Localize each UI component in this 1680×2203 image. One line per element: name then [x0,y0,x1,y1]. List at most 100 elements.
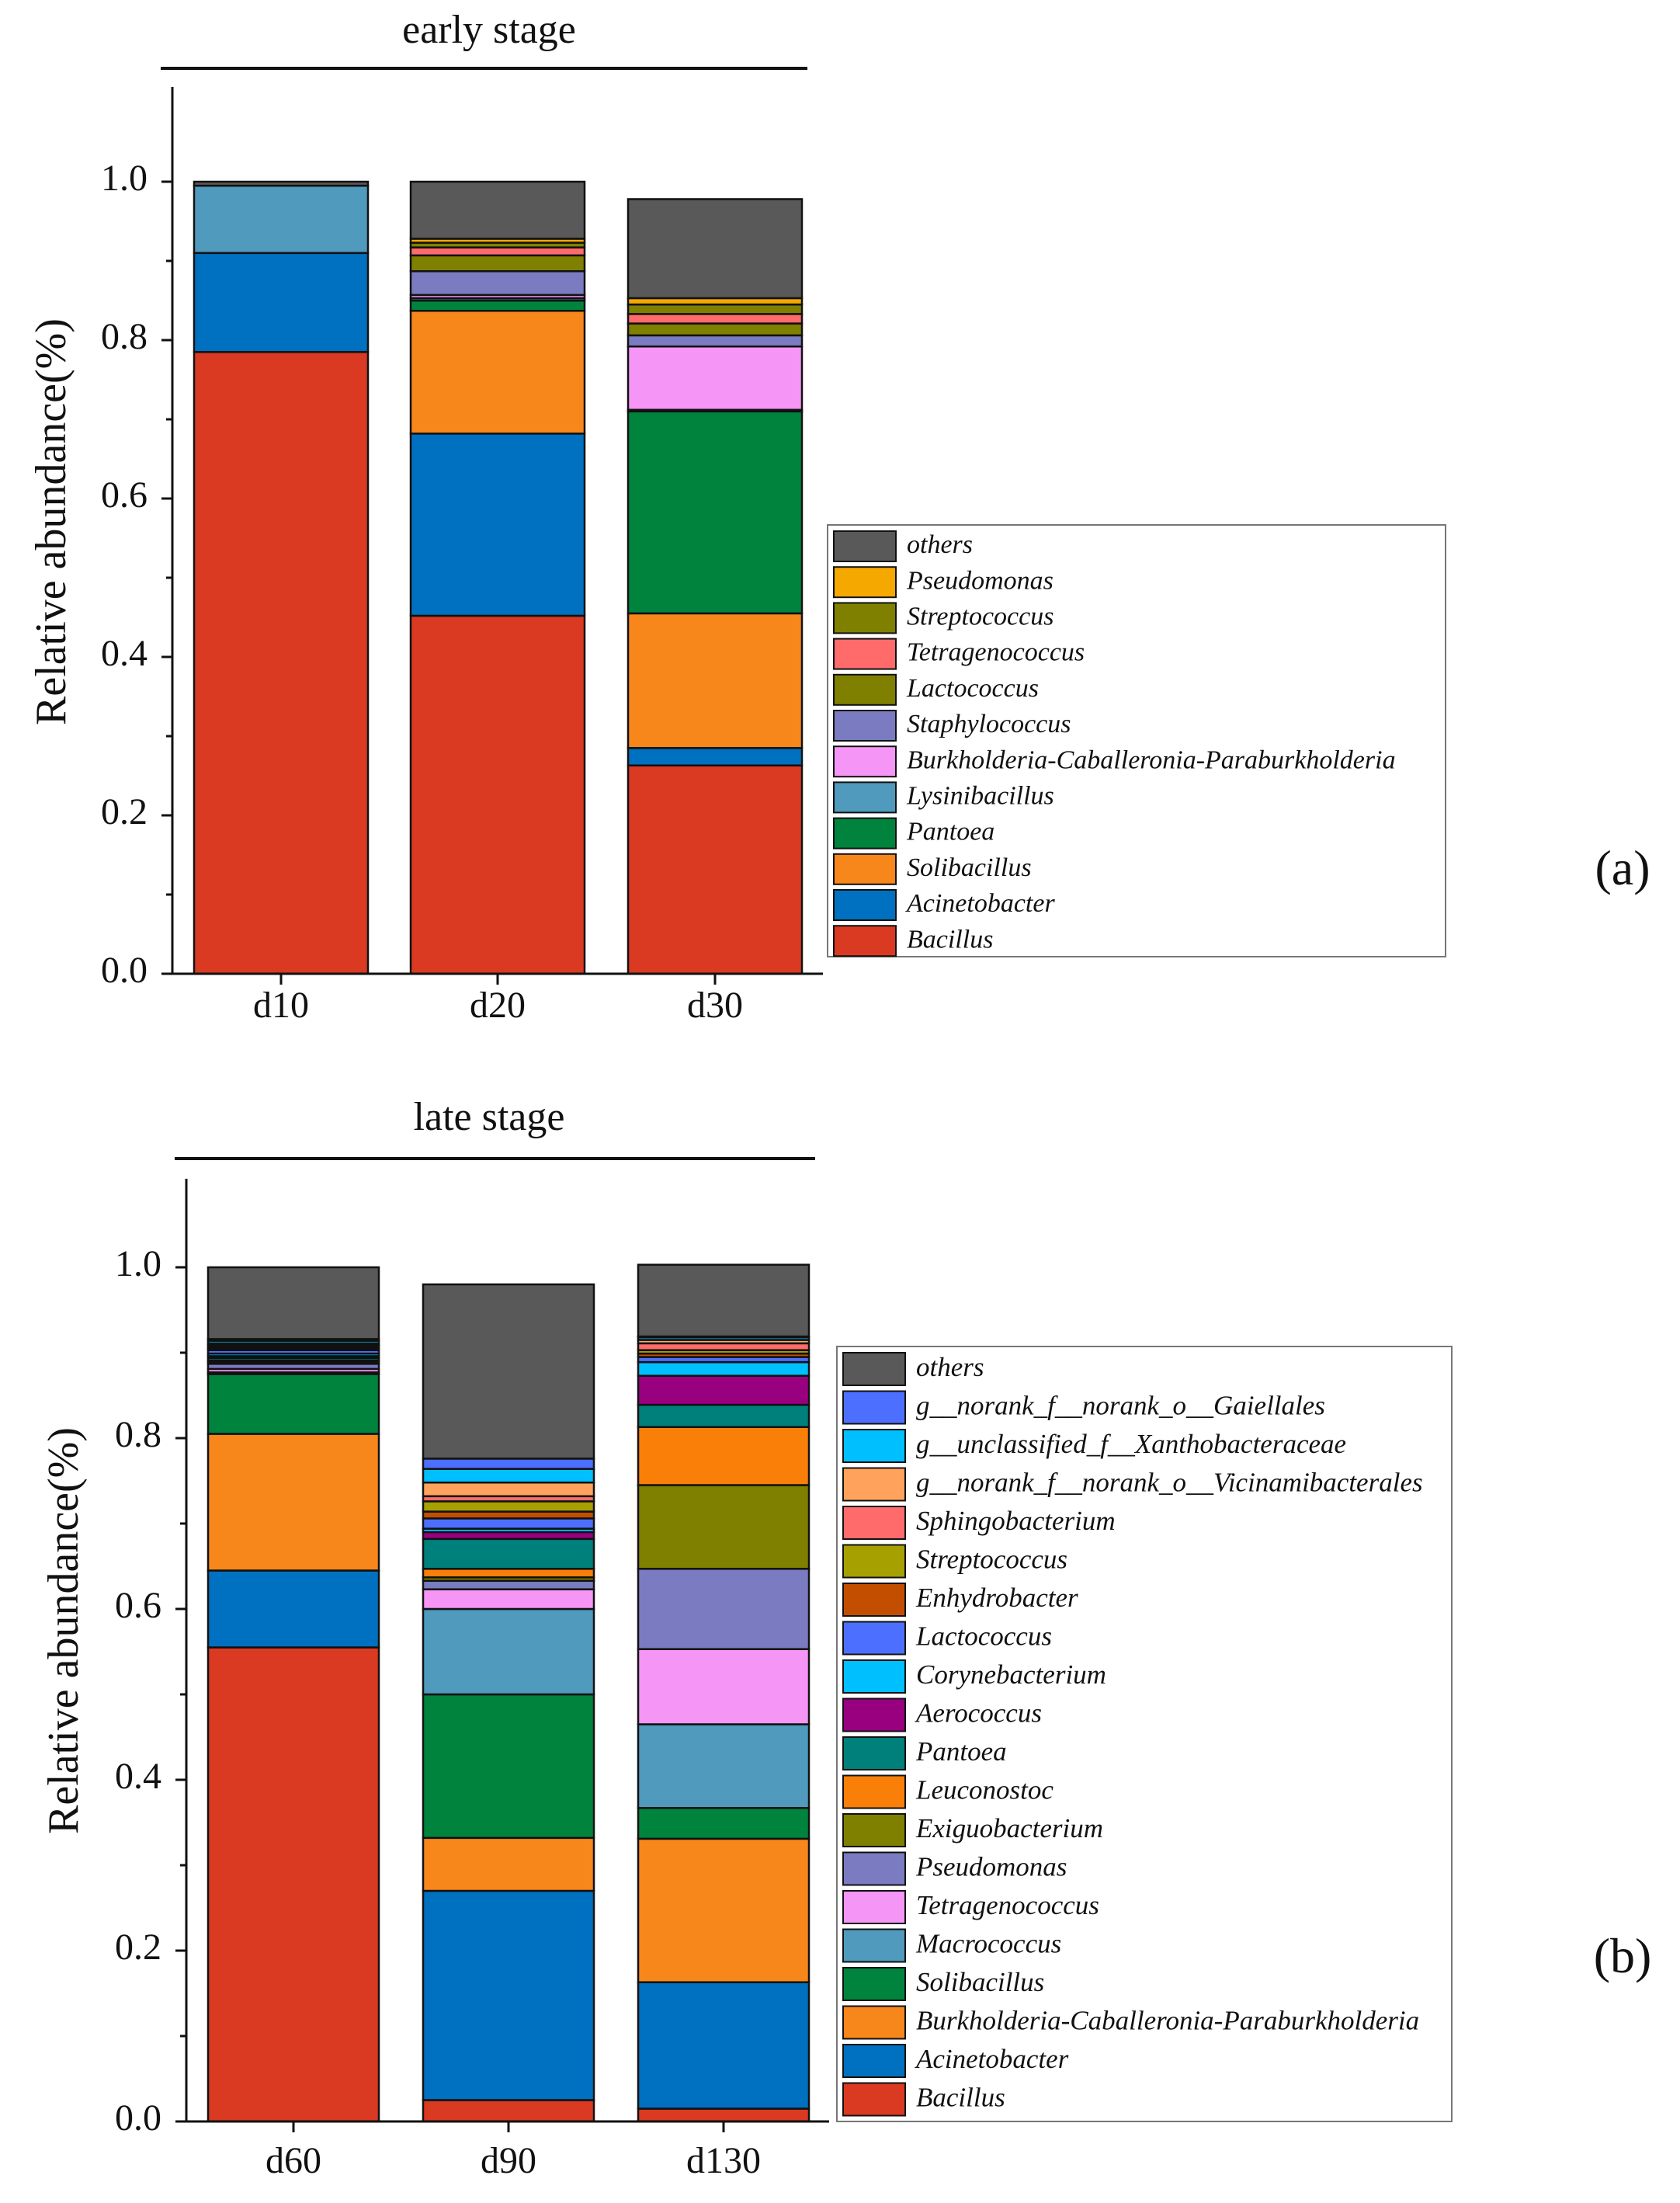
y-tick-label: 0.2 [101,791,148,832]
legend-label-bacillus: Bacillus [907,925,993,954]
bar-segment-d20-staphylococcus [409,270,586,297]
legend-label-lysinibacillus: Lysinibacillus [906,782,1054,811]
legend-swatch-tetragenococcus [842,1890,906,1924]
bar-segment-d90-streptococcus [422,1500,595,1513]
bar-segment-d130-sphingobacterium [637,1342,810,1351]
bar-segment-d130-aerococcus [637,1374,810,1406]
bar-segment-d30-tetragenococcus [627,313,804,325]
bars-late [207,1263,810,2123]
y-tick-label: 0.4 [115,1756,161,1797]
legend-label-g-norank-f-norank-o-gaiellales: g__norank_f__norank_o__Gaiellales [916,1391,1325,1421]
legend-swatch-others [842,1352,906,1386]
bar-segment-d30-acinetobacter [627,747,804,766]
legend-label-tetragenococcus: Tetragenococcus [907,638,1085,667]
bar-segment-d90-pantoea [422,1538,595,1570]
y-tick-label: 0.4 [101,633,148,674]
stage-title-late: late stage [414,1095,565,1139]
panel-label-b: (b) [1594,1928,1652,1983]
legend-swatch-solibacillus [833,853,897,885]
bar-segment-d30-solibacillus [627,612,804,749]
legend-swatch-burkholderia-caballeronia-paraburkholderia [842,2005,906,2040]
legend-label-exiguobacterium: Exiguobacterium [915,1813,1103,1843]
y-tick-label: 0.6 [101,474,148,516]
bar-segment-d130-corynebacterium [637,1360,810,1377]
bar-segment-d130-solibacillus [637,1807,810,1840]
legend-swatch-pseudomonas [833,566,897,599]
bar-segment-d30-staphylococcus [627,334,804,348]
bar-segment-d20-pantoea [409,299,586,312]
y-tick-label: 0.6 [115,1585,161,1626]
y-axis-label-early: Relative abundance(%) [27,318,75,725]
bar-segment-d30-pantoea [627,410,804,615]
bar-segment-d130-pseudomonas [637,1568,810,1650]
legend-label-others: others [916,1352,984,1382]
bar-segment-d130-bacillus [637,2107,810,2123]
legend-swatch-leuconostoc [842,1774,906,1809]
legend-label-pantoea: Pantoea [906,818,994,846]
legend-swatch-g-norank-f-norank-o-vicinamibacterales [842,1467,906,1502]
bar-segment-d30-streptococcus [627,303,804,315]
y-tick-label: 1.0 [101,158,148,199]
bar-segment-d90-leuconostoc [422,1568,595,1579]
legend-label-aerococcus: Aerococcus [915,1698,1042,1729]
bar-segment-d90-bacillus [422,2099,595,2123]
legend-swatch-bacillus [833,925,897,957]
legend-label-solibacillus: Solibacillus [916,1967,1044,1997]
legend-label-streptococcus: Streptococcus [907,603,1053,631]
legend-early: others Pseudomonas Streptococcus Tetragenoc… [827,524,1446,957]
legend-box [836,1346,1453,2122]
legend-swatch-streptococcus [842,1544,906,1579]
bar-segment-d90-g-unclassified-f-xanthobacteraceae [422,1468,595,1484]
bar-segment-d90-pseudomonas [422,1579,595,1590]
legend-swatch-staphylococcus [833,710,897,742]
legend-swatch-lactococcus [833,673,897,706]
bar-segment-d20-lactococcus [409,254,586,273]
panel-label-a: (a) [1595,840,1650,895]
legend-label-tetragenococcus: Tetragenococcus [916,1890,1099,1920]
y-ticks-early: 0.0 0.2 0.4 0.6 0.8 1.0 [101,158,148,991]
bar-segment-d90-g-norank-f-norank-o-gaiellales [422,1458,595,1470]
bar-segment-d10-acinetobacter [193,252,370,353]
x-tick-labels-late: d60 d90 d130 [266,2140,761,2181]
legend-label-lactococcus: Lactococcus [915,1621,1052,1652]
y-axis-label-late: Relative abundance(%) [40,1427,88,1834]
bar-segment-d90-acinetobacter [422,1889,595,2101]
legend-label-g-norank-f-norank-o-vicinamibacterales: g__norank_f__norank_o__Vicinamibacterale… [916,1468,1423,1498]
bar-segment-d130-tetragenococcus [637,1648,810,1725]
bar-segment-d90-enhydrobacter [422,1510,595,1520]
x-tick-labels-early: d10 d20 d30 [253,985,743,1026]
bar-segment-d90-others [422,1283,595,1460]
legend-swatch-pantoea [842,1736,906,1770]
bar-segment-d130-exiguobacterium [637,1484,810,1570]
bar-segment-d20-tetragenococcus [409,246,586,257]
legend-label-burkholderia-caballeronia-paraburkholderia: Burkholderia-Caballeronia-Paraburkholder… [916,2006,1419,2036]
bar-segment-d130-pantoea [637,1403,810,1428]
y-tick-label: 0.2 [115,1927,161,1968]
legend-swatch-pseudomonas [842,1851,906,1886]
bar-segment-d130-burkholderia-caballeronia-paraburkholderia [637,1837,810,1983]
axes-early [161,87,823,985]
bar-segment-d90-burkholderia-caballeronia-paraburkholderia [422,1836,595,1892]
bar-segment-d20-acinetobacter [409,433,586,617]
bar-segment-d130-macrococcus [637,1723,810,1809]
legend-box [827,524,1446,957]
legend-label-solibacillus: Solibacillus [907,853,1032,882]
legend-label-streptococcus: Streptococcus [916,1545,1067,1575]
legend-swatch-g-norank-f-norank-o-gaiellales [842,1390,906,1425]
legend-label-acinetobacter: Acinetobacter [905,889,1055,918]
legend-swatch-solibacillus [842,1967,906,2001]
legend-late: others g__norank_f__norank_o__Gaiellalesg… [836,1346,1453,2122]
bar-segment-d30-burkholderia-caballeronia-paraburkholderia [627,345,804,412]
legend-label-pseudomonas: Pseudomonas [906,566,1053,595]
legend-label-leuconostoc: Leuconostoc [915,1775,1053,1805]
x-tick-label-d30: d30 [687,985,743,1026]
legend-swatch-pantoea [833,817,897,850]
bar-segment-d30-lactococcus [627,322,804,337]
y-tick-label: 0.0 [101,950,148,991]
legend-swatch-lactococcus [842,1621,906,1656]
legend-swatch-macrococcus [842,1928,906,1963]
bar-segment-d20-others [409,180,586,240]
bar-segment-d20-bacillus [409,614,586,975]
legend-swatch-others [833,530,897,562]
